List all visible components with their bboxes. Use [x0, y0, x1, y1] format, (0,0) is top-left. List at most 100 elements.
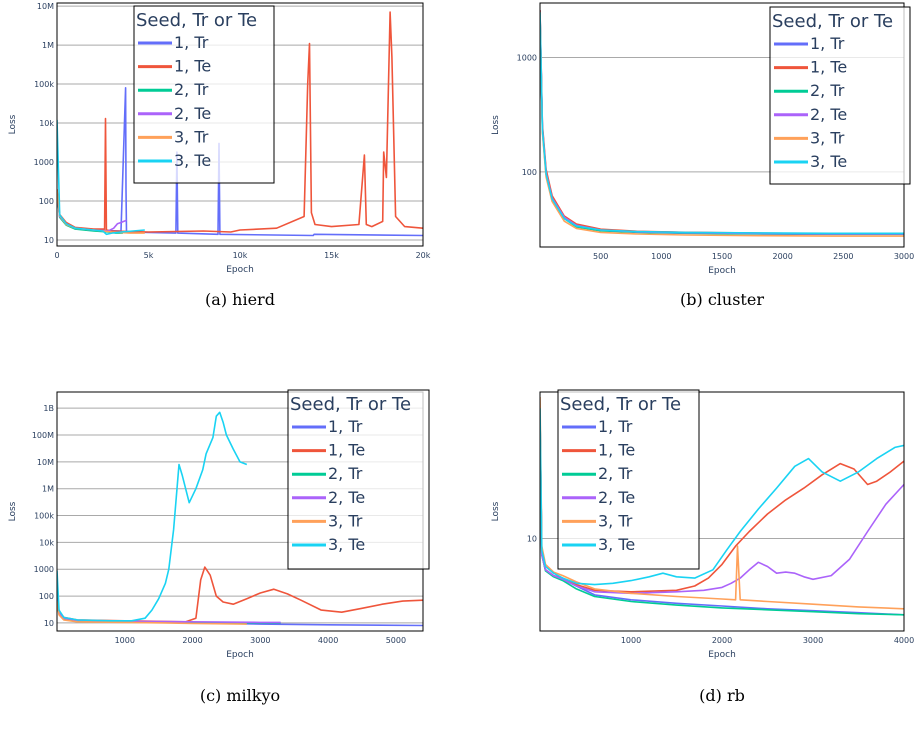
legend-entry: 2, Te: [810, 105, 847, 124]
x-tick-label: 500: [593, 252, 608, 261]
legend-box: [133, 5, 275, 184]
legend-entry: 1, Te: [174, 57, 211, 76]
legend-entry: 1, Te: [328, 441, 365, 460]
y-tick-label: 1M: [42, 41, 54, 50]
series-line-2-te: [57, 599, 281, 624]
legend-entry: 2, Tr: [810, 81, 845, 100]
x-tick-label: 2000: [772, 252, 792, 261]
y-tick-label: 1000: [34, 565, 54, 574]
legend-entry: 3, Tr: [598, 511, 633, 530]
legend-entry: 2, Te: [174, 104, 211, 123]
series-group: [57, 411, 423, 627]
series-line-3-tr: [57, 600, 247, 625]
series-group: [540, 10, 904, 237]
legend-entry: 1, Te: [810, 58, 847, 77]
series-line-1-te: [57, 11, 423, 233]
y-tick-label: 100M: [32, 431, 54, 440]
x-tick-label: 5000: [386, 636, 406, 645]
legend-entry: 3, Tr: [174, 127, 209, 146]
legend-entry: 3, Te: [174, 151, 211, 170]
legend: Seed, Tr or Te 1, Tr 1, Te 2, Tr 2, Te 3, Tr 3…: [287, 389, 430, 570]
x-axis-title: Epoch: [226, 650, 254, 660]
legend-title: Seed, Tr or Te: [290, 394, 411, 415]
x-tick-label: 0: [54, 251, 59, 260]
legend-entry: 1, Tr: [810, 34, 845, 53]
chart-panel-1: 0 5k 10k 15k 20k 10 100 1000 10k 100k 1M 10M Epoch Lo…: [8, 2, 431, 309]
subfigure-caption: (a) hierd: [205, 290, 275, 309]
series-line-2-te: [540, 414, 904, 595]
y-tick-label: 100: [39, 197, 54, 206]
legend-entry: 3, Te: [598, 535, 635, 554]
legend-title: Seed, Tr or Te: [772, 11, 893, 32]
y-tick-label: 10M: [37, 2, 54, 11]
y-tick-label: 100: [39, 592, 54, 601]
chart-panel-3: 1000 2000 3000 4000 5000 10 100 1000 10k 100k 1M 10…: [8, 389, 430, 705]
plot-frame: [539, 391, 905, 632]
x-tick-label: 1000: [115, 636, 135, 645]
legend-entry: 1, Tr: [174, 33, 209, 52]
x-tick-label: 4000: [318, 636, 338, 645]
legend-entry: 2, Tr: [328, 464, 363, 483]
x-axis-title: Epoch: [708, 650, 736, 660]
y-axis-title: Loss: [8, 501, 18, 521]
y-tick-label: 10: [44, 236, 54, 245]
series-line-3-te: [57, 411, 248, 622]
legend: Seed, Tr or Te 1, Tr 1, Te 2, Tr 2, Te 3, Tr 3…: [133, 5, 275, 184]
x-axis-title: Epoch: [226, 265, 254, 275]
legend-entry: 3, Tr: [328, 511, 363, 530]
plot-frame: [56, 2, 424, 247]
y-tick-label: 10M: [37, 458, 54, 467]
x-tick-label: 2500: [833, 252, 853, 261]
x-tick-label: 2000: [182, 636, 202, 645]
subfigure-caption: (b) cluster: [680, 290, 764, 309]
y-tick-label: 1000: [34, 158, 54, 167]
legend: Seed, Tr or Te 1, Tr 1, Te 2, Tr 2, Te 3, Tr 3…: [769, 6, 911, 185]
y-tick-label: 10k: [39, 538, 54, 547]
y-tick-label: 1M: [42, 485, 54, 494]
legend-entry: 1, Tr: [598, 417, 633, 436]
legend-title: Seed, Tr or Te: [560, 394, 681, 415]
legend-title: Seed, Tr or Te: [136, 10, 257, 31]
legend-entry: 1, Tr: [328, 417, 363, 436]
x-tick-label: 5k: [144, 251, 154, 260]
series-line-3-te: [540, 408, 904, 586]
x-tick-label: 20k: [416, 251, 431, 260]
x-tick-label: 3000: [250, 636, 270, 645]
x-tick-label: 3000: [803, 636, 823, 645]
chart-panel-4: 1000 2000 3000 4000 10 Epoch Loss Seed, Tr or T…: [491, 389, 914, 705]
legend-box: [287, 389, 430, 570]
series-line-3-te: [540, 12, 904, 235]
y-tick-label: 1000: [517, 54, 537, 63]
x-tick-label: 4000: [894, 636, 914, 645]
y-tick-label: 10: [44, 619, 54, 628]
y-tick-label: 100k: [34, 80, 54, 89]
legend-entry: 2, Tr: [174, 80, 209, 99]
legend-entry: 1, Te: [598, 441, 635, 460]
legend-box: [557, 389, 700, 570]
legend-box: [769, 6, 911, 185]
y-axis-title: Loss: [491, 115, 501, 135]
y-tick-label: 10k: [39, 119, 54, 128]
subfigure-caption: (d) rb: [699, 686, 745, 705]
subfigure-caption: (c) milkyo: [200, 686, 280, 705]
y-tick-label: 100k: [34, 512, 54, 521]
series-line-2-tr: [57, 192, 123, 234]
legend-entry: 2, Te: [598, 488, 635, 507]
chart-panel-2: 500 1000 1500 2000 2500 3000 100 1000 Epoch Loss S…: [491, 2, 914, 309]
x-tick-label: 3000: [894, 252, 914, 261]
x-axis-title: Epoch: [708, 266, 736, 276]
x-tick-label: 10k: [233, 251, 248, 260]
x-tick-label: 1000: [621, 636, 641, 645]
legend-entry: 3, Te: [328, 535, 365, 554]
series-line-2-tr: [540, 414, 904, 616]
series-line-1-te: [57, 566, 423, 623]
series-line-3-tr: [540, 396, 904, 610]
y-tick-label: 1B: [43, 404, 54, 413]
legend: Seed, Tr or Te 1, Tr 1, Te 2, Tr 2, Te 3, Tr 3…: [557, 389, 700, 570]
legend-entry: 3, Tr: [810, 128, 845, 147]
y-axis-title: Loss: [8, 114, 18, 134]
y-tick-label: 10: [527, 534, 537, 543]
series-line-3-te: [57, 119, 145, 236]
series-group: [540, 396, 904, 616]
